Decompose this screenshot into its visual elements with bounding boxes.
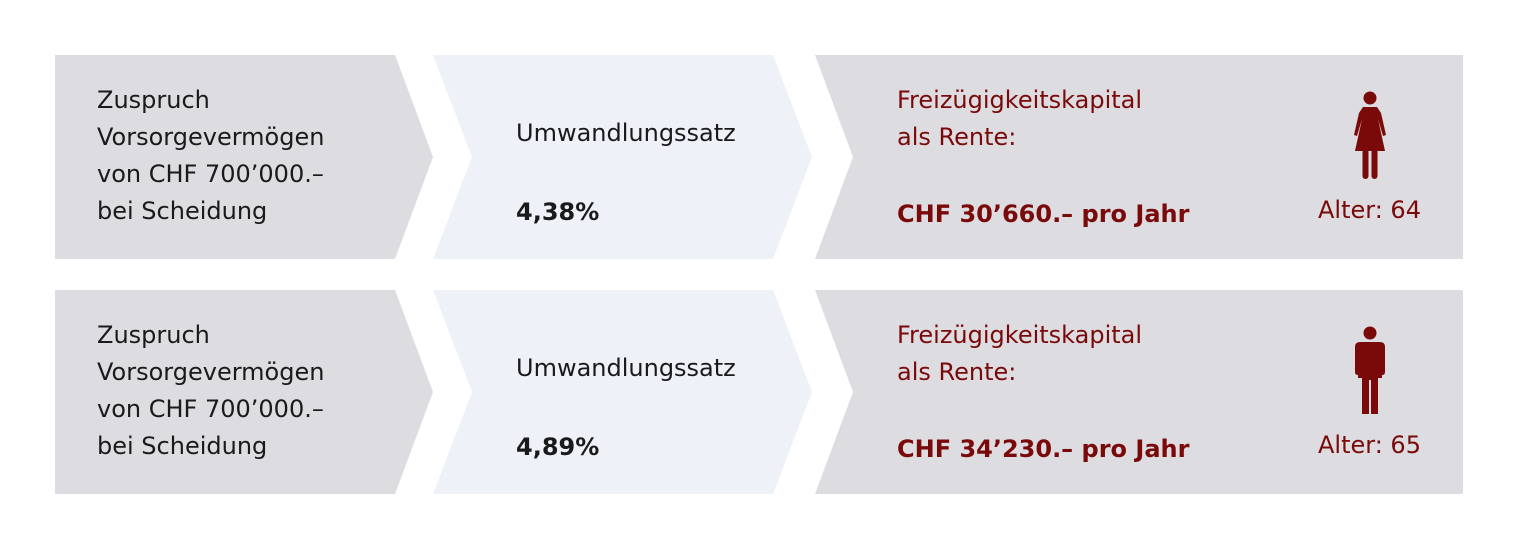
age-label: Alter: 65 bbox=[1318, 431, 1421, 459]
rate-panel bbox=[433, 290, 812, 494]
result-value: CHF 34’230.– pro Jahr bbox=[897, 435, 1190, 463]
age-label: Alter: 64 bbox=[1318, 196, 1421, 224]
woman-icon bbox=[1354, 91, 1386, 179]
claim-line: bei Scheidung bbox=[97, 432, 268, 460]
rate-value: 4,89% bbox=[516, 433, 600, 461]
claim-panel bbox=[55, 290, 433, 494]
result-line: als Rente: bbox=[897, 358, 1017, 386]
result-line: Freizügigkeitskapital bbox=[897, 321, 1143, 349]
claim-line: von CHF 700’000.– bbox=[97, 160, 324, 188]
result-value: CHF 30’660.– pro Jahr bbox=[897, 200, 1190, 228]
result-panel bbox=[815, 55, 1463, 259]
row-female: Zuspruch Vorsorgevermögen von CHF 700’00… bbox=[0, 55, 1520, 259]
claim-line: Vorsorgevermögen bbox=[97, 123, 325, 151]
rate-label: Umwandlungssatz bbox=[516, 119, 736, 147]
arrow-panels bbox=[55, 290, 1463, 494]
claim-line: Zuspruch bbox=[97, 321, 210, 349]
rate-panel bbox=[433, 55, 812, 259]
claim-line: Zuspruch bbox=[97, 86, 210, 114]
claim-line: bei Scheidung bbox=[97, 197, 268, 225]
result-line: Freizügigkeitskapital bbox=[897, 86, 1143, 114]
claim-line: Vorsorgevermögen bbox=[97, 358, 325, 386]
claim-panel bbox=[55, 55, 433, 259]
claim-text: Zuspruch Vorsorgevermögen von CHF 700’00… bbox=[97, 317, 324, 465]
man-icon bbox=[1355, 326, 1385, 414]
claim-text: Zuspruch Vorsorgevermögen von CHF 700’00… bbox=[97, 82, 324, 230]
rate-label: Umwandlungssatz bbox=[516, 354, 736, 382]
claim-line: von CHF 700’000.– bbox=[97, 395, 324, 423]
result-panel bbox=[815, 290, 1463, 494]
result-line: als Rente: bbox=[897, 123, 1017, 151]
row-male: Zuspruch Vorsorgevermögen von CHF 700’00… bbox=[0, 290, 1520, 494]
result-label: Freizügigkeitskapital als Rente: bbox=[897, 82, 1142, 156]
rate-value: 4,38% bbox=[516, 198, 600, 226]
result-label: Freizügigkeitskapital als Rente: bbox=[897, 317, 1142, 391]
arrow-panels bbox=[55, 55, 1463, 259]
